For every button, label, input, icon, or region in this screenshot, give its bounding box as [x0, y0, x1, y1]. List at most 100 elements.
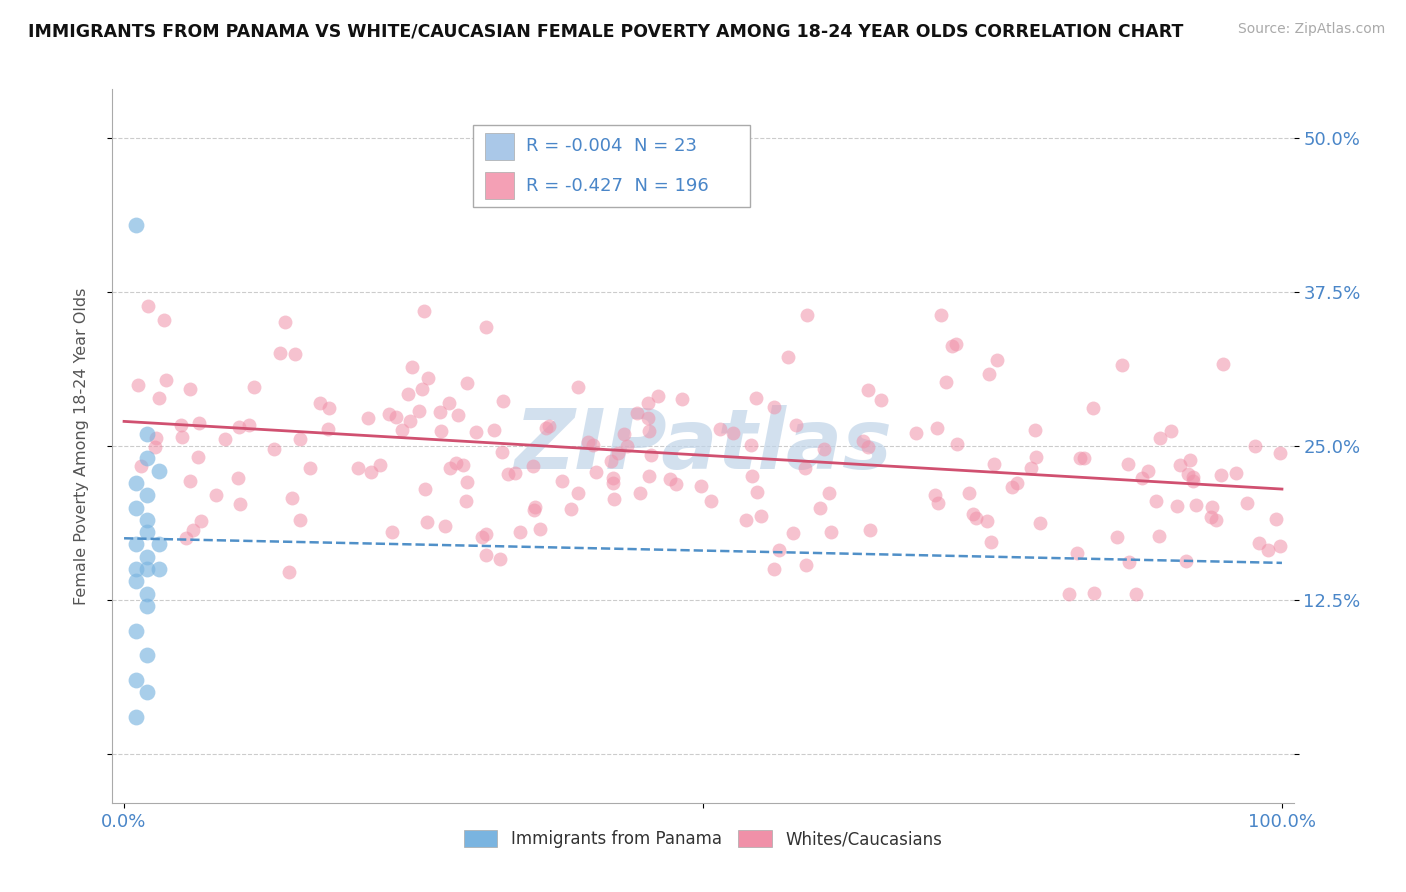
Point	[280, 491, 302, 505]
Point	[136, 426, 159, 441]
Point	[740, 437, 762, 451]
Point	[602, 492, 624, 507]
Point	[785, 418, 807, 433]
Point	[1001, 480, 1024, 494]
Point	[782, 526, 804, 541]
Point	[1247, 536, 1270, 550]
Point	[318, 401, 340, 415]
Point	[1201, 500, 1223, 515]
Point	[181, 523, 204, 537]
Point	[454, 494, 477, 508]
Point	[465, 425, 488, 439]
Point	[859, 523, 882, 537]
Point	[288, 433, 311, 447]
Point	[274, 315, 297, 329]
FancyBboxPatch shape	[472, 125, 751, 207]
Point	[534, 421, 557, 435]
Point	[523, 500, 546, 515]
Point	[957, 486, 980, 500]
Point	[288, 513, 311, 527]
Point	[503, 466, 526, 480]
Point	[439, 396, 461, 410]
Point	[124, 574, 146, 589]
Point	[613, 426, 636, 441]
Point	[794, 461, 817, 475]
Point	[721, 425, 744, 440]
Point	[148, 392, 170, 406]
Point	[925, 420, 948, 434]
Point	[179, 382, 201, 396]
Point	[381, 524, 404, 539]
Point	[744, 391, 766, 405]
Point	[127, 378, 149, 392]
Point	[190, 514, 212, 528]
Point	[616, 439, 638, 453]
Point	[665, 477, 688, 491]
Point	[560, 502, 582, 516]
Point	[962, 507, 984, 521]
Point	[413, 482, 436, 496]
Point	[263, 442, 285, 456]
Point	[602, 470, 624, 484]
Point	[852, 434, 875, 449]
Point	[489, 552, 512, 566]
Point	[1168, 458, 1191, 472]
Point	[606, 446, 628, 460]
Point	[482, 423, 505, 437]
Point	[1111, 359, 1133, 373]
Point	[965, 511, 987, 525]
Point	[581, 437, 603, 451]
Y-axis label: Female Poverty Among 18-24 Year Olds: Female Poverty Among 18-24 Year Olds	[75, 287, 89, 605]
Point	[475, 320, 498, 334]
Point	[659, 472, 682, 486]
Point	[945, 337, 967, 351]
Point	[170, 418, 193, 433]
Point	[174, 532, 197, 546]
Point	[1118, 555, 1140, 569]
Point	[567, 380, 589, 394]
Point	[796, 308, 818, 322]
Point	[602, 476, 624, 491]
Point	[378, 407, 401, 421]
Point	[749, 509, 772, 524]
Point	[1059, 587, 1081, 601]
Point	[1182, 470, 1205, 484]
Point	[1149, 431, 1171, 445]
Point	[456, 376, 478, 390]
Point	[238, 418, 260, 433]
Point	[391, 423, 413, 437]
Point	[456, 475, 478, 489]
Point	[699, 493, 721, 508]
Point	[136, 685, 159, 699]
Point	[763, 562, 786, 576]
Point	[1209, 467, 1232, 482]
Point	[745, 485, 768, 500]
Point	[1019, 460, 1042, 475]
Point	[385, 409, 408, 424]
Point	[1177, 467, 1199, 481]
Point	[1116, 457, 1139, 471]
Point	[278, 565, 301, 579]
Point	[136, 451, 159, 466]
Point	[741, 469, 763, 483]
Point	[124, 624, 146, 638]
Point	[170, 430, 193, 444]
Point	[567, 486, 589, 500]
Point	[1005, 476, 1028, 491]
Point	[709, 422, 731, 436]
Point	[1073, 450, 1095, 465]
Text: IMMIGRANTS FROM PANAMA VS WHITE/CAUCASIAN FEMALE POVERTY AMONG 18-24 YEAR OLDS C: IMMIGRANTS FROM PANAMA VS WHITE/CAUCASIA…	[28, 22, 1184, 40]
Point	[628, 486, 651, 500]
Point	[1160, 424, 1182, 438]
Point	[411, 382, 433, 396]
FancyBboxPatch shape	[485, 172, 515, 199]
Point	[1029, 516, 1052, 531]
Point	[1244, 439, 1267, 453]
Point	[538, 419, 561, 434]
Point	[813, 442, 835, 456]
Point	[136, 599, 159, 613]
Point	[153, 313, 176, 327]
Point	[1257, 543, 1279, 558]
Point	[136, 587, 159, 601]
Point	[763, 400, 786, 414]
